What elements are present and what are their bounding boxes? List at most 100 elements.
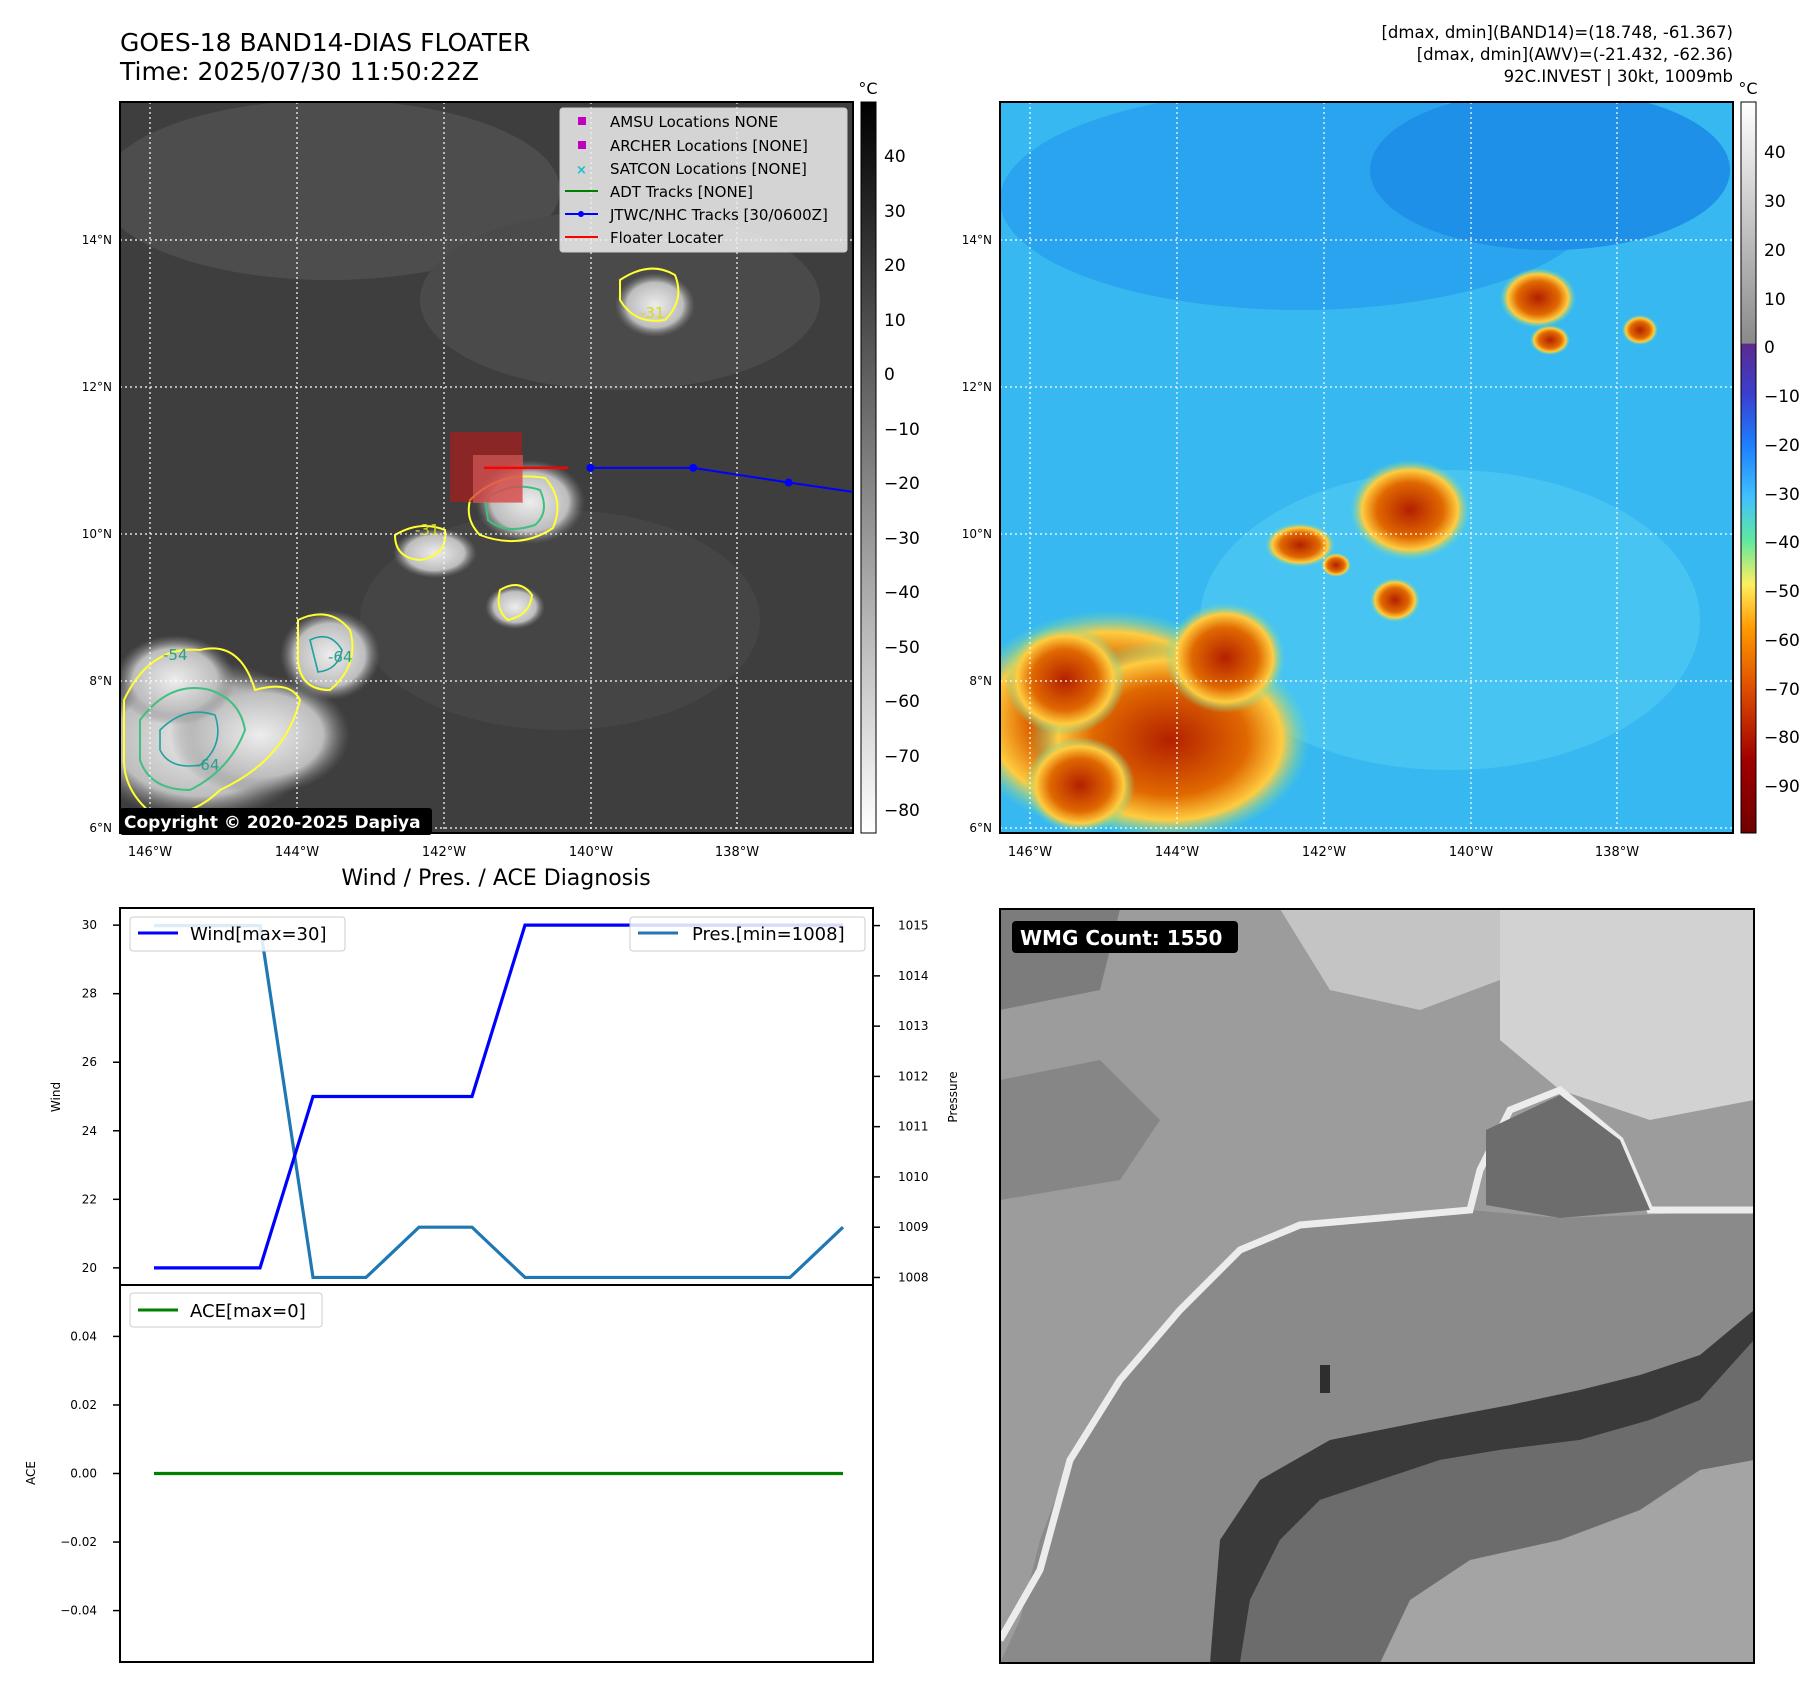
lat-label: 8°N: [969, 674, 992, 688]
lat-label: 6°N: [89, 821, 112, 835]
lon-label: 144°W: [1155, 845, 1199, 860]
legend-satcon: SATCON Locations [NONE]: [610, 160, 807, 178]
wind-legend: Wind[max=30]: [129, 916, 346, 952]
track-point: [586, 463, 595, 472]
lon-label: 142°W: [422, 845, 466, 860]
colorbar-tick: 20: [1764, 241, 1786, 261]
colorbar-tick: −30: [884, 529, 920, 549]
lat-label: 6°N: [969, 821, 992, 835]
lon-label: 144°W: [275, 845, 319, 860]
tick-label: 30: [82, 918, 97, 932]
colorbar-tick: −80: [1764, 728, 1800, 748]
legend-floater: Floater Locater: [610, 229, 724, 247]
lon-label: 146°W: [128, 845, 172, 860]
tick-label: 1008: [898, 1270, 929, 1284]
ace-axis-label: ACE: [24, 1461, 38, 1485]
tick-label: 1014: [898, 969, 929, 983]
colorbar-tick: 30: [884, 202, 906, 222]
band14-colorbar: °C 40 30 20 10 0 −10 −20 −30 −40 −50 −60…: [858, 79, 920, 834]
wmg-panel: WMG Count: 1550: [999, 908, 1755, 1664]
colorbar-tick: 10: [1764, 290, 1786, 310]
colorbar-tick: 20: [884, 256, 906, 276]
contour-label: -64: [328, 648, 353, 666]
pressure-axis-label: Pressure: [946, 1071, 960, 1122]
ace-legend-label: ACE[max=0]: [190, 1301, 306, 1322]
info-band14: [dmax, dmin](BAND14)=(18.748, -61.367): [1381, 23, 1733, 42]
colorbar-tick: 0: [884, 365, 895, 385]
contour-label: -31: [640, 304, 665, 322]
colorbar-tick: 40: [1764, 143, 1786, 163]
contour-label: -64: [195, 756, 220, 774]
colorbar-tick: −10: [884, 420, 920, 440]
colorbar-tick: −50: [1764, 582, 1800, 602]
colorbar-tick: −20: [884, 474, 920, 494]
amsu-marker: [578, 117, 586, 125]
colorbar-tick: −40: [884, 583, 920, 603]
tick-label: 1011: [898, 1120, 929, 1134]
lat-label: 14°N: [962, 233, 992, 247]
band14-map: -54 -64 -64 -31 -31: [119, 101, 854, 835]
lon-label: 138°W: [715, 845, 759, 860]
tick-label: 0.00: [70, 1467, 97, 1481]
colorbar-tick: 10: [884, 311, 906, 331]
tick-label: 22: [82, 1192, 97, 1206]
lon-label: 140°W: [569, 845, 613, 860]
tick-label: 1013: [898, 1019, 929, 1033]
wmg-count-label: WMG Count: 1550: [1020, 926, 1222, 950]
lat-label: 12°N: [82, 380, 112, 394]
map-legend: AMSU Locations NONE ARCHER Locations [NO…: [559, 107, 848, 253]
tick-label: 1010: [898, 1170, 929, 1184]
lat-label: 12°N: [962, 380, 992, 394]
copyright-text: Copyright © 2020-2025 Dapiya: [124, 813, 421, 833]
tick-label: 24: [82, 1124, 97, 1138]
pres-legend: Pres.[min=1008]: [629, 916, 866, 952]
copyright-box: [120, 808, 432, 835]
colorbar-tick: −50: [884, 638, 920, 658]
wind-pres-axes: [119, 907, 874, 1286]
colorbar-tick: 0: [1764, 338, 1775, 358]
pres-legend-label: Pres.[min=1008]: [692, 924, 845, 945]
legend-adt: ADT Tracks [NONE]: [610, 183, 753, 201]
colorbar-tick: 30: [1764, 192, 1786, 212]
track-line: [590, 466, 853, 493]
wind-axis-label: Wind: [49, 1082, 63, 1112]
contour-label: -54: [163, 646, 188, 664]
tick-label: 26: [82, 1055, 97, 1069]
info-storm: 92C.INVEST | 30kt, 1009mb: [1504, 67, 1733, 86]
awv-map: [999, 101, 1734, 834]
colorbar-tick: −60: [884, 692, 920, 712]
colorbar-tick: 40: [884, 147, 906, 167]
tick-label: 0.04: [70, 1329, 97, 1343]
colorbar-unit: °C: [1738, 79, 1757, 98]
colorbar-tick: −70: [1764, 680, 1800, 700]
colorbar-tick: −60: [1764, 631, 1800, 651]
lat-label: 14°N: [82, 233, 112, 247]
colorbar-tick: −90: [1764, 777, 1800, 797]
figure-time: Time: 2025/07/30 11:50:22Z: [119, 57, 479, 86]
track-point: [689, 463, 698, 472]
awv-colorbar: °C 40 30 20 10 0 −10 −20 −30 −40 −50 −60…: [1738, 79, 1800, 834]
tick-label: 0.02: [70, 1398, 97, 1412]
lon-label: 138°W: [1595, 845, 1639, 860]
tick-label: 1012: [898, 1069, 929, 1083]
lat-label: 10°N: [962, 527, 992, 541]
jtwc-track: [586, 463, 853, 493]
colorbar-tick: −70: [884, 747, 920, 767]
legend-amsu: AMSU Locations NONE: [610, 113, 778, 131]
archer-marker: [578, 141, 586, 149]
contour-label: -31: [415, 521, 440, 539]
colorbar-tick: −20: [1764, 436, 1800, 456]
satcon-marker: ×: [576, 163, 587, 178]
diag-title: Wind / Pres. / ACE Diagnosis: [341, 866, 650, 891]
tick-label: 1015: [898, 919, 929, 933]
lat-label: 10°N: [82, 527, 112, 541]
track-point: [784, 478, 793, 487]
tick-label: −0.04: [60, 1604, 97, 1618]
tick-label: 20: [82, 1261, 97, 1275]
wmg-count-box: [1012, 921, 1238, 953]
tick-label: 28: [82, 987, 97, 1001]
info-awv: [dmax, dmin](AWV)=(-21.432, -62.36): [1417, 45, 1733, 64]
legend-archer: ARCHER Locations [NONE]: [610, 137, 808, 155]
colorbar-unit: °C: [858, 79, 877, 98]
